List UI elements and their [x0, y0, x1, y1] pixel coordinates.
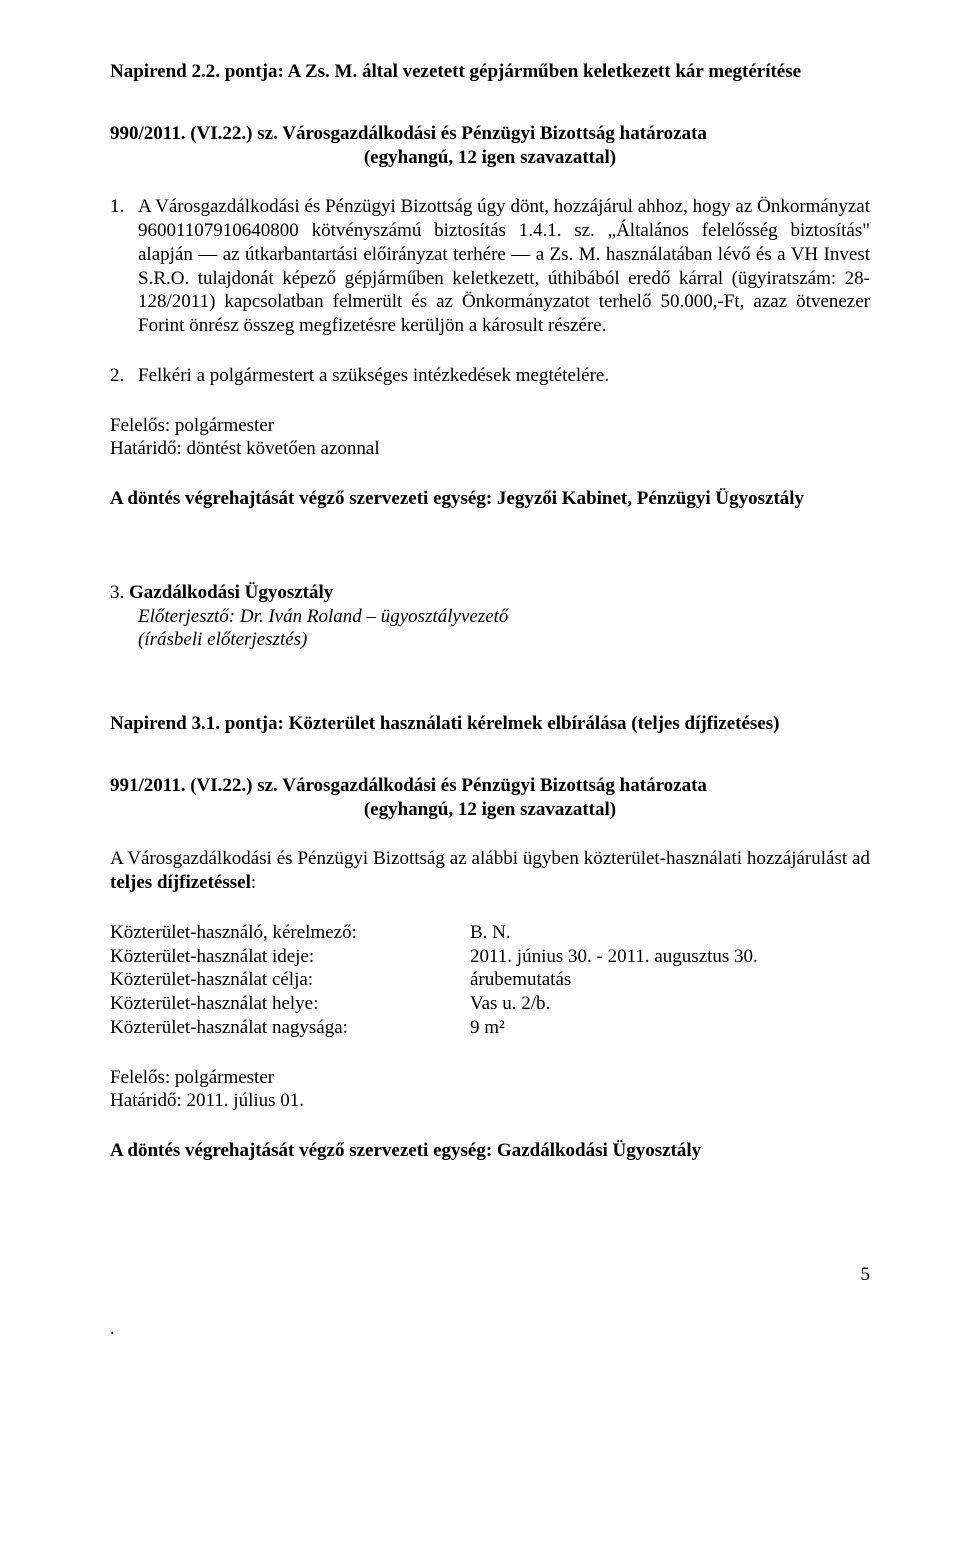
- intro-prefix: A Városgazdálkodási és Pénzügyi Bizottsá…: [110, 848, 870, 869]
- section-3-form: (írásbeli előterjesztés): [110, 628, 870, 652]
- resolution-990-line: 990/2011. (VI.22.) sz. Városgazdálkodási…: [110, 122, 870, 146]
- kv-key: Közterület-használat célja:: [110, 968, 470, 992]
- agenda-3-1-heading: Napirend 3.1. pontja: Közterület használ…: [110, 712, 870, 736]
- responsible-line: Felelős: polgármester: [110, 414, 870, 438]
- resolution-991-intro: A Városgazdálkodási és Pénzügyi Bizottsá…: [110, 847, 870, 895]
- table-row: Közterület-használat ideje: 2011. június…: [110, 945, 870, 969]
- list-num-1: 1.: [110, 195, 138, 338]
- kv-val: B. N.: [470, 921, 870, 945]
- responsible-line-2: Felelős: polgármester: [110, 1066, 870, 1090]
- execution-unit-line-2: A döntés végrehajtását végző szervezeti …: [110, 1139, 870, 1163]
- section-3-presenter: Előterjesztő: Dr. Iván Roland – ügyosztá…: [110, 605, 870, 629]
- stray-period: .: [110, 1317, 870, 1341]
- execution-unit-line: A döntés végrehajtását végző szervezeti …: [110, 487, 870, 511]
- resolution-991-voting: (egyhangú, 12 igen szavazattal): [110, 798, 870, 822]
- kv-val: 9 m²: [470, 1016, 870, 1040]
- resolution-991-line: 991/2011. (VI.22.) sz. Városgazdálkodási…: [110, 774, 870, 798]
- kv-key: Közterület-használat helye:: [110, 992, 470, 1016]
- page-number: 5: [110, 1263, 870, 1287]
- resolution-990-voting: (egyhangú, 12 igen szavazattal): [110, 146, 870, 170]
- kv-table: Közterület-használó, kérelmező: B. N. Kö…: [110, 921, 870, 1040]
- kv-key: Közterület-használat nagysága:: [110, 1016, 470, 1040]
- deadline-line-2: Határidő: 2011. július 01.: [110, 1089, 870, 1113]
- list-item-2-text: Felkéri a polgármestert a szükséges inté…: [138, 364, 870, 388]
- table-row: Közterület-használat nagysága: 9 m²: [110, 1016, 870, 1040]
- kv-val: árubemutatás: [470, 968, 870, 992]
- kv-key: Közterület-használat ideje:: [110, 945, 470, 969]
- table-row: Közterület-használat helye: Vas u. 2/b.: [110, 992, 870, 1016]
- table-row: Közterület-használó, kérelmező: B. N.: [110, 921, 870, 945]
- deadline-line: Határidő: döntést követően azonnal: [110, 437, 870, 461]
- kv-val: Vas u. 2/b.: [470, 992, 870, 1016]
- intro-bold: teljes díjfizetéssel: [110, 872, 251, 893]
- section-3-num: 3.: [110, 582, 124, 603]
- list-item-1-text: A Városgazdálkodási és Pénzügyi Bizottsá…: [138, 195, 870, 338]
- agenda-2-2-heading: Napirend 2.2. pontja: A Zs. M. által vez…: [110, 60, 870, 84]
- intro-suffix: :: [251, 872, 256, 893]
- list-num-2: 2.: [110, 364, 138, 388]
- table-row: Közterület-használat célja: árubemutatás: [110, 968, 870, 992]
- section-3-title: Gazdálkodási Ügyosztály: [129, 582, 333, 603]
- kv-val: 2011. június 30. - 2011. augusztus 30.: [470, 945, 870, 969]
- kv-key: Közterület-használó, kérelmező:: [110, 921, 470, 945]
